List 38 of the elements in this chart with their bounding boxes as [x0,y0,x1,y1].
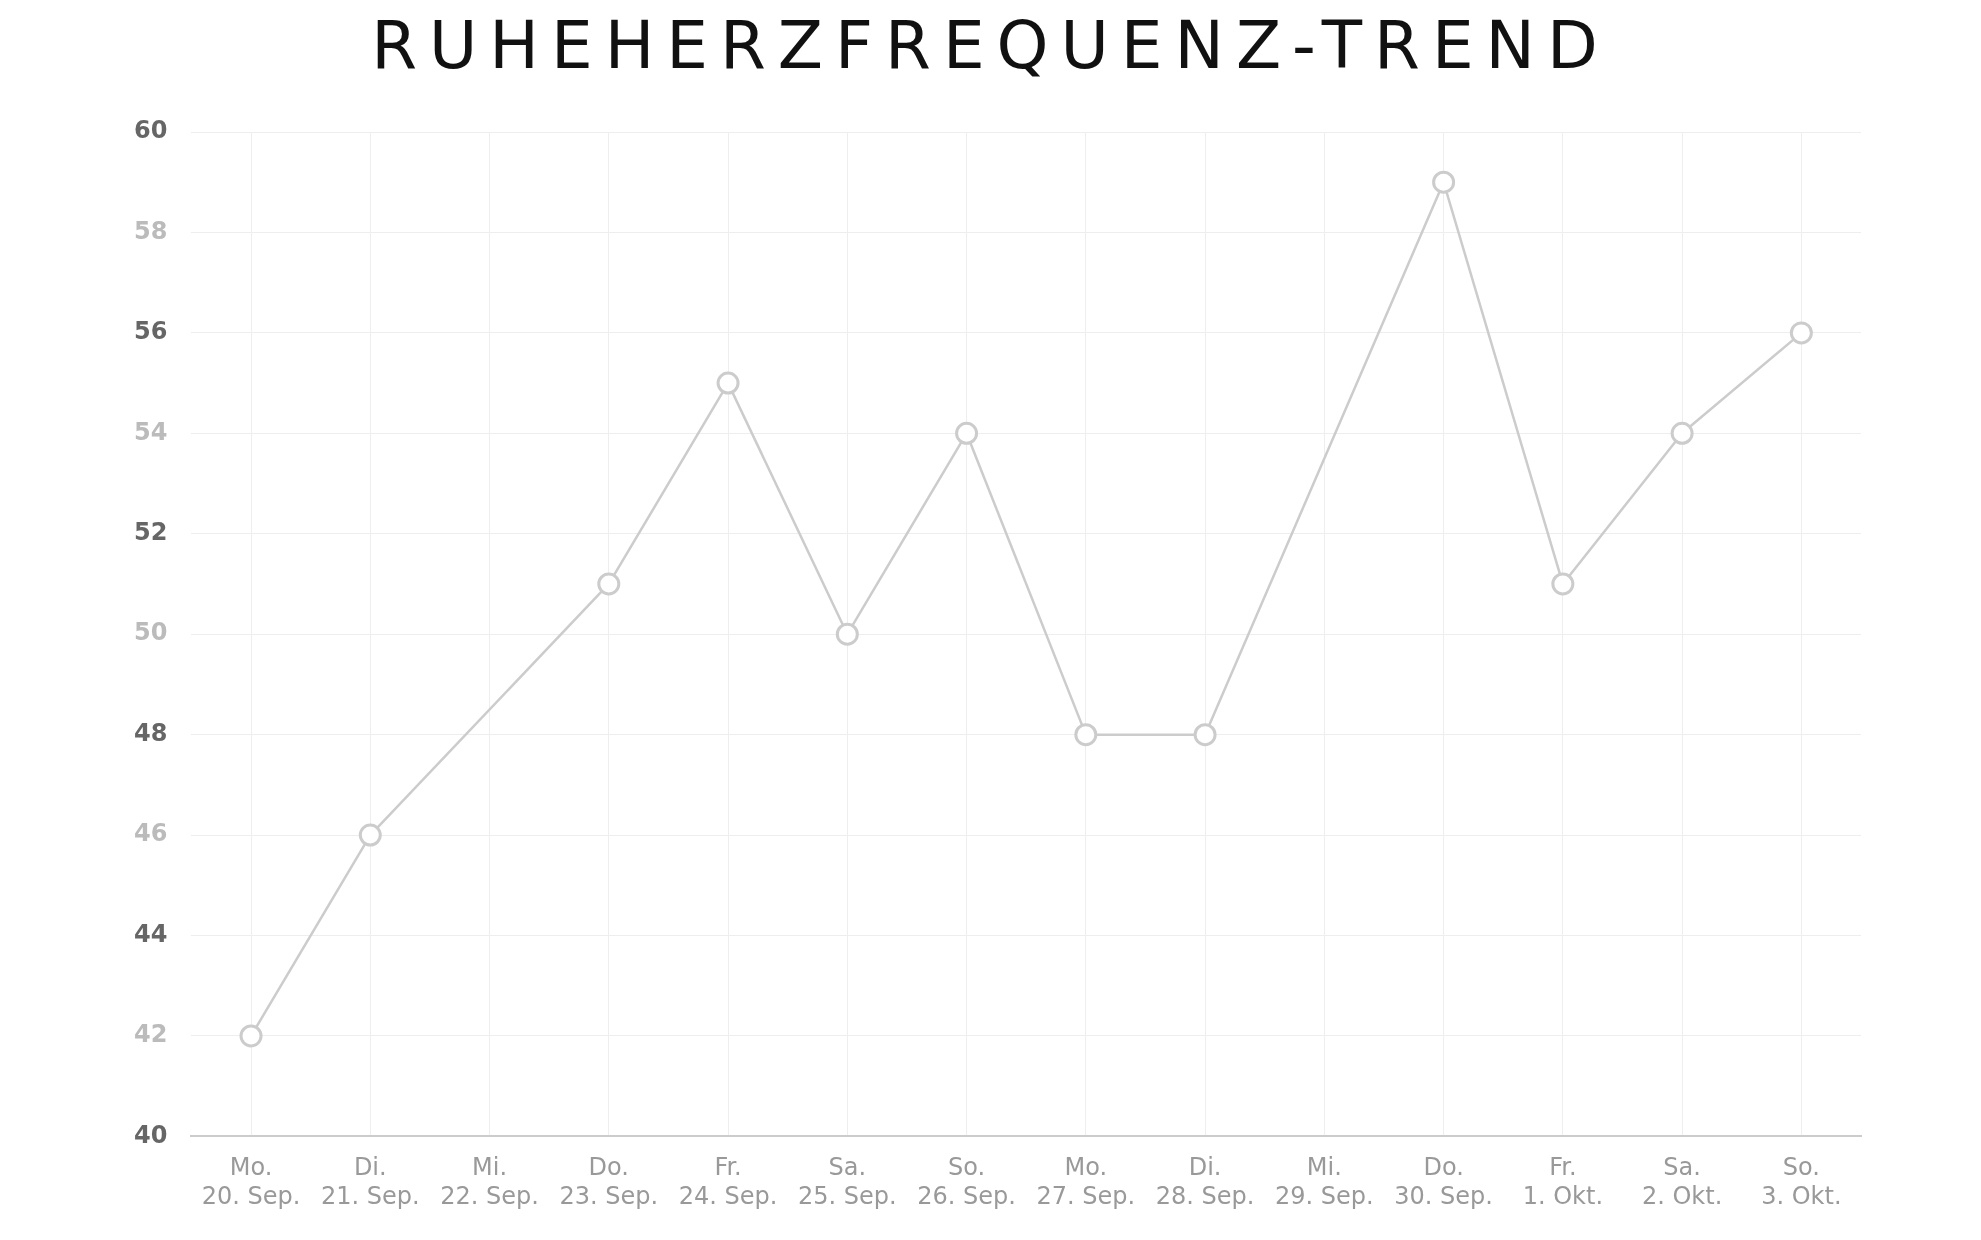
point [955,421,979,445]
x-tick-label: Sa. 25. Sep. [797,1153,897,1210]
x-tick-label: Mo. 20. Sep. [201,1153,301,1210]
y-tick-label: 44 [133,919,168,948]
y-tick-label: 58 [133,216,168,245]
x-tick-label: Mi. 22. Sep. [440,1153,539,1210]
x-tick-label: Mo. 27. Sep. [1036,1153,1136,1210]
point [597,572,621,596]
x-tick-label: Do. 30. Sep. [1394,1153,1493,1210]
point [1551,572,1575,596]
y-tick-label: 56 [133,317,168,346]
chart-title: RUHEHERZFREQUENZ-TREND [370,6,1611,86]
y-tick-label: 50 [133,618,168,647]
x-tick-label: Mi. 29. Sep. [1275,1153,1374,1210]
point [1670,421,1694,445]
y-tick-label: 54 [133,417,168,446]
x-tick-label: Di. 21. Sep. [320,1153,420,1210]
point [358,823,382,847]
x-tick-label: Do. 23. Sep. [559,1153,659,1210]
y-tick-label: 60 [133,116,168,145]
y-tick-label: 46 [133,819,168,848]
x-tick-label: Fr. 24. Sep. [678,1153,778,1210]
y-tick-label: 42 [133,1020,168,1049]
y-tick-label: 52 [133,517,168,546]
point [1074,723,1098,747]
x-tick-label: Sa. 2. Okt. [1641,1153,1723,1210]
y-tick-label: 40 [133,1120,168,1149]
point [1789,321,1813,345]
x-tick-label: So. 3. Okt. [1761,1153,1842,1210]
y-tick-label: 48 [133,718,168,747]
point [716,371,740,395]
point [239,1024,263,1048]
x-tick-label: So. 26. Sep. [917,1153,1016,1210]
point [835,622,859,646]
x-tick-label: Fr. 1. Okt. [1522,1153,1604,1210]
point [1432,170,1456,194]
point [1193,723,1217,747]
x-tick-label: Di. 28. Sep. [1155,1153,1255,1210]
